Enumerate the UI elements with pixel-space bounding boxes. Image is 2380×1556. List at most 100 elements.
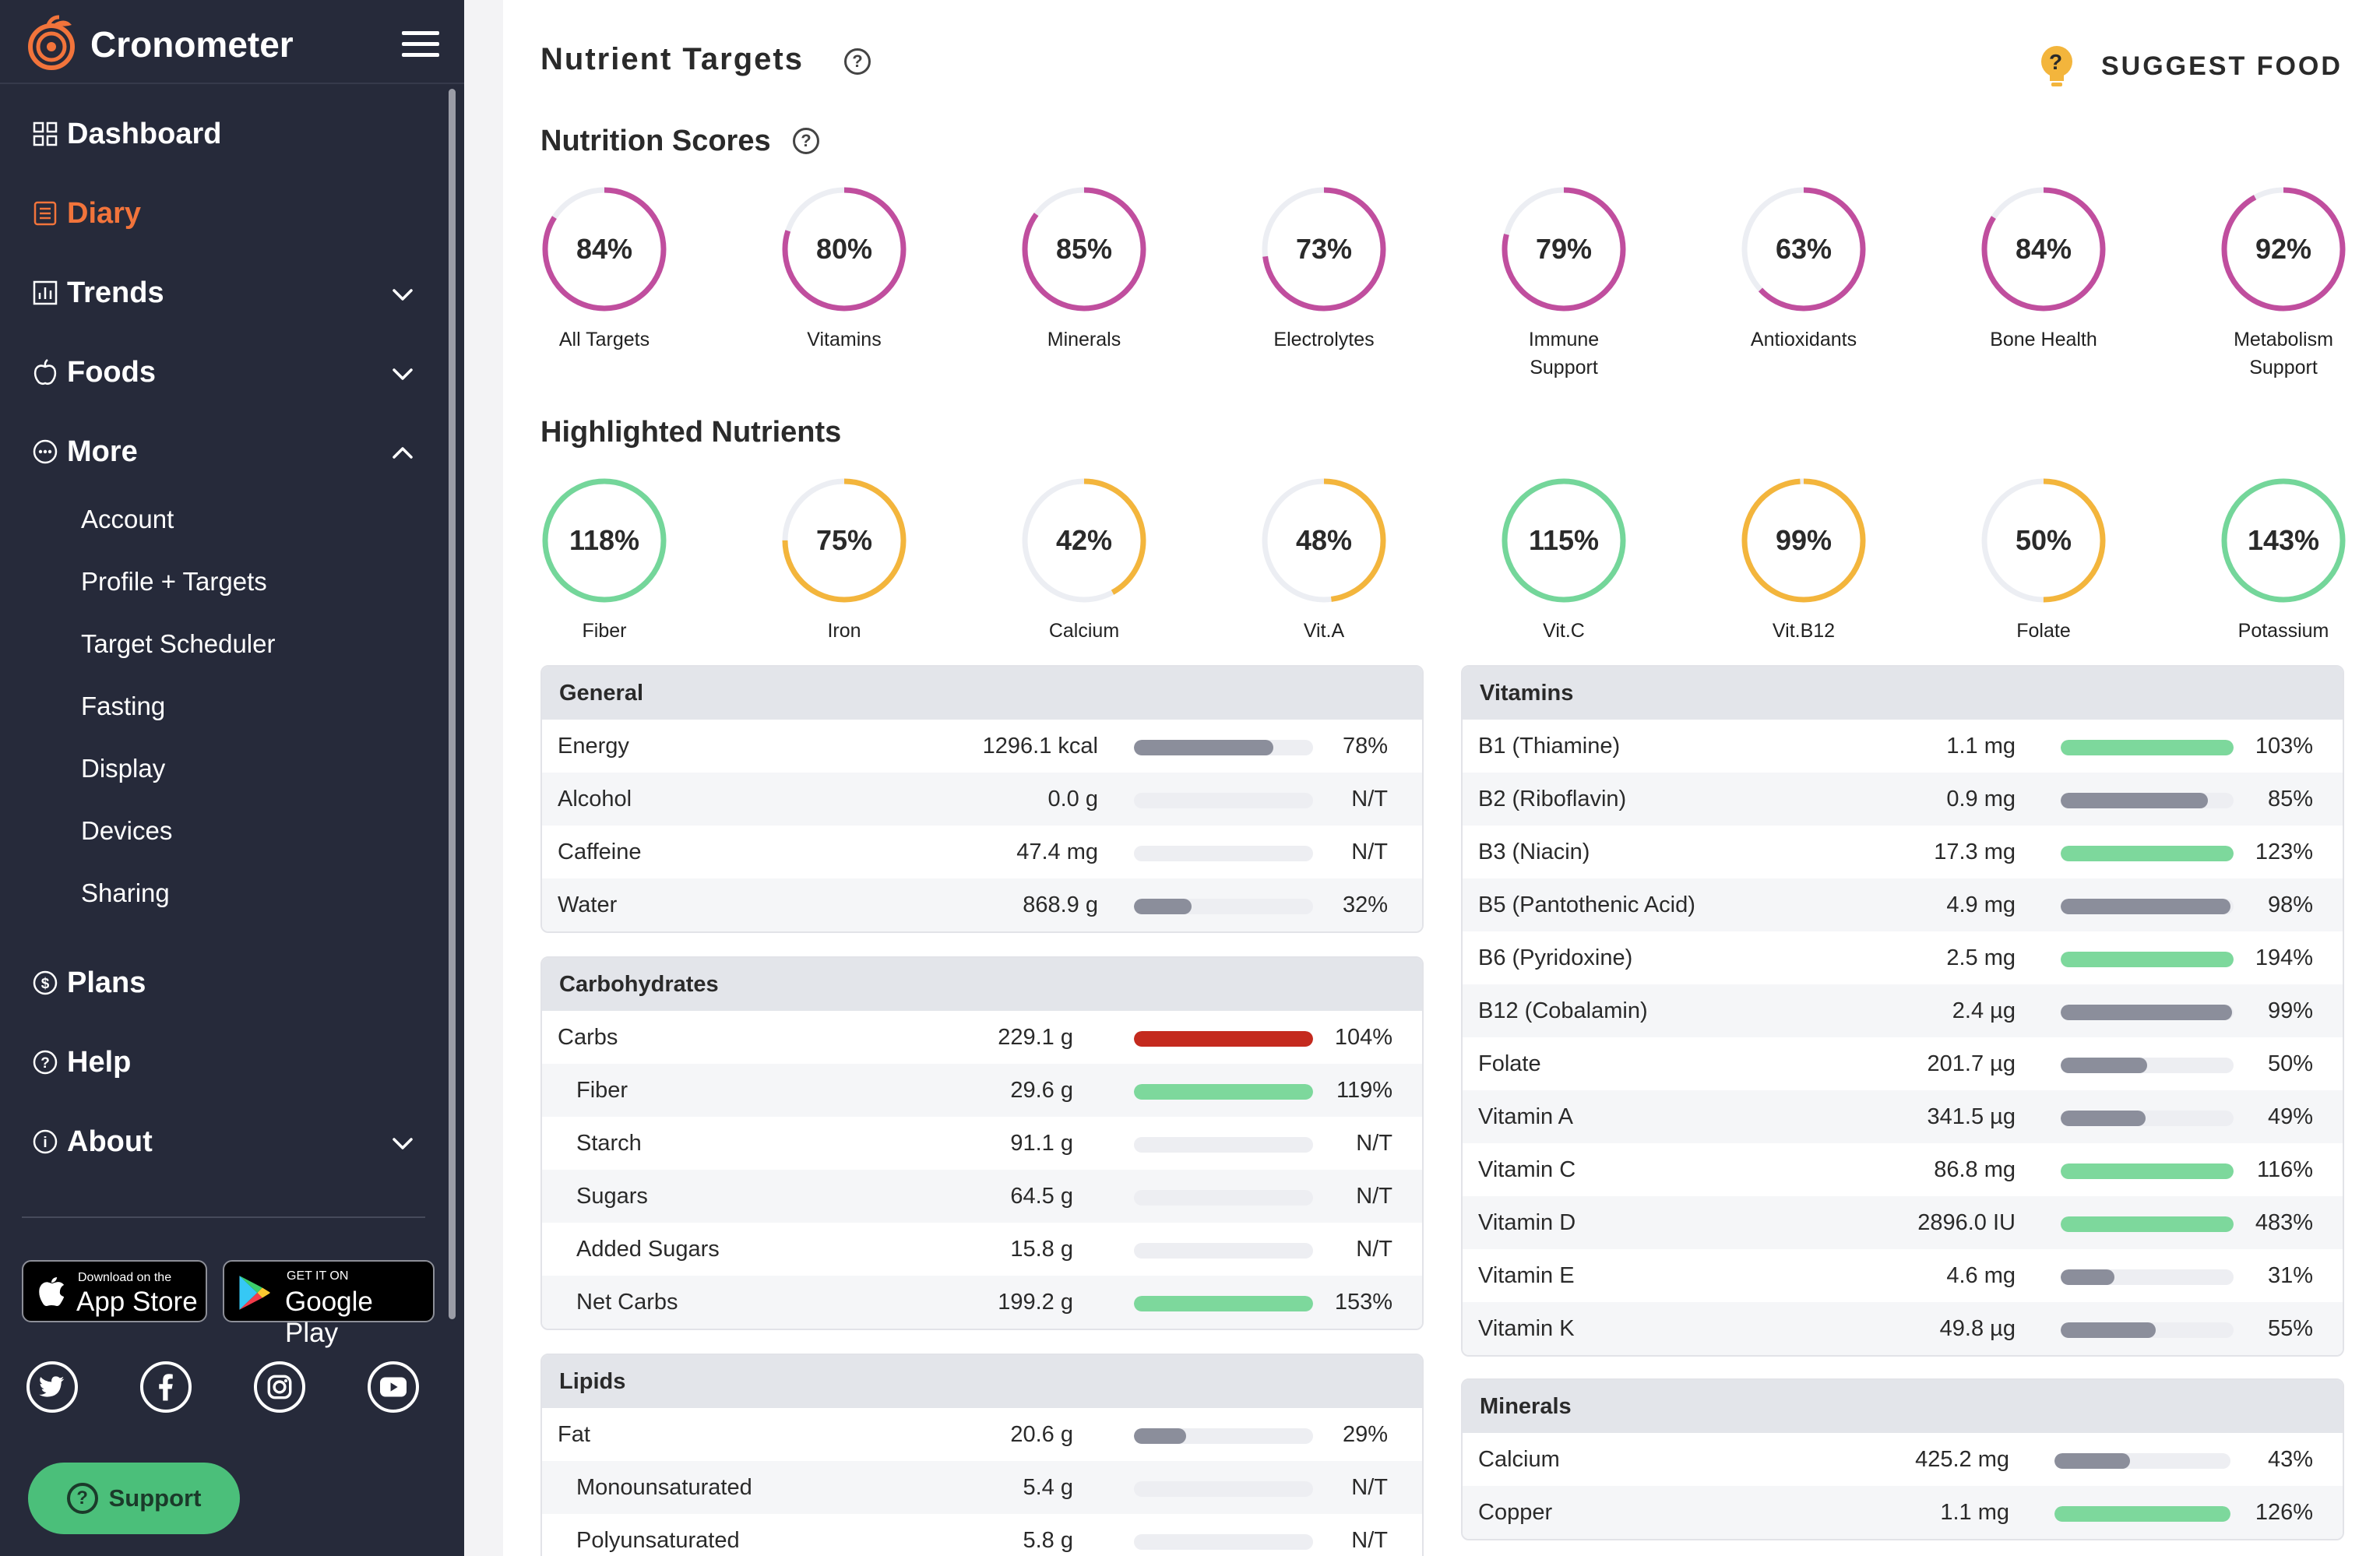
nav-item-help[interactable]: ? Help xyxy=(31,1039,421,1086)
nutrient-fiber-label: Fiber xyxy=(582,620,627,642)
score-vitamins-ring[interactable]: 80% xyxy=(780,185,908,313)
nutrient-row[interactable]: Vitamin C 86.8 mg 116% xyxy=(1463,1143,2343,1196)
nutrient-row[interactable]: Fiber 29.6 g 119% xyxy=(542,1064,1422,1117)
nutrient-calcium-ring[interactable]: 42% xyxy=(1020,477,1148,604)
nutrient-row[interactable]: B3 (Niacin) 17.3 mg 123% xyxy=(1463,826,2343,878)
nutrient-vit-c-ring[interactable]: 115% xyxy=(1500,477,1628,604)
vitamins-card: Vitamins B1 (Thiamine) 1.1 mg 103% B2 (Ribof… xyxy=(1461,665,2344,1357)
nutrient-row[interactable]: B1 (Thiamine) 1.1 mg 103% xyxy=(1463,720,2343,773)
support-button[interactable]: ? Support xyxy=(28,1463,240,1534)
instagram-icon[interactable] xyxy=(254,1361,305,1413)
more-item-sharing[interactable]: Sharing xyxy=(81,878,170,907)
nutrient-vit-b12-ring[interactable]: 99% xyxy=(1740,477,1868,604)
ring-percent: 80% xyxy=(815,233,873,265)
nutrient-row[interactable]: Folate 201.7 µg 50% xyxy=(1463,1037,2343,1090)
nutrient-row[interactable]: Sugars 64.5 g N/T xyxy=(542,1170,1422,1223)
chevron-up-icon[interactable] xyxy=(391,439,414,463)
more-item-account[interactable]: Account xyxy=(81,505,174,533)
nutrient-row[interactable]: Vitamin K 49.8 µg 55% xyxy=(1463,1302,2343,1355)
more-item-fasting[interactable]: Fasting xyxy=(81,692,166,720)
nav-item-dashboard[interactable]: Dashboard xyxy=(31,111,421,157)
nutrient-potassium-label: Potassium xyxy=(2237,620,2329,642)
youtube-icon[interactable] xyxy=(368,1361,419,1413)
nutrient-row[interactable]: Energy 1296.1 kcal 78% xyxy=(542,720,1422,773)
nutrient-progress-bar xyxy=(1134,1137,1313,1153)
nutrient-row[interactable]: Fat 20.6 g 29% xyxy=(542,1408,1422,1461)
nav-item-label: Foods xyxy=(67,355,156,389)
app-store-button[interactable]: Download on the App Store xyxy=(22,1260,207,1322)
nutrient-row[interactable]: Caffeine 47.4 mg N/T xyxy=(542,826,1422,878)
progress-ring-icon xyxy=(1262,478,1386,603)
chevron-down-icon[interactable] xyxy=(391,280,414,304)
more-item-display[interactable]: Display xyxy=(81,754,166,783)
nutrient-row[interactable]: B6 (Pyridoxine) 2.5 mg 194% xyxy=(1463,931,2343,984)
nutrient-row[interactable]: B12 (Cobalamin) 2.4 µg 99% xyxy=(1463,984,2343,1037)
nutrient-amount: 2.5 mg xyxy=(1946,945,2016,970)
nutrient-percent: 126% xyxy=(2255,1500,2313,1525)
nutrient-fiber-ring[interactable]: 118% xyxy=(540,477,668,604)
nav-item-foods[interactable]: Foods xyxy=(31,349,421,396)
nutrient-vit-b12-label: Vit.B12 xyxy=(1772,620,1836,642)
google-play-button[interactable]: GET IT ON Google Play xyxy=(223,1260,435,1348)
nutrient-folate-ring[interactable]: 50% xyxy=(1980,477,2107,604)
nutrient-percent: N/T xyxy=(1351,840,1388,864)
nav-item-plans[interactable]: $ Plans xyxy=(31,959,421,1006)
progress-ring-icon xyxy=(1022,187,1146,312)
nutrient-row[interactable]: Calcium 425.2 mg 43% xyxy=(1463,1433,2343,1486)
score-immune-support-ring[interactable]: 79% xyxy=(1500,185,1628,313)
cronometer-logo-icon[interactable] xyxy=(25,14,81,70)
nutrient-row[interactable]: Polyunsaturated 5.8 g N/T xyxy=(542,1514,1422,1556)
more-item-target-scheduler[interactable]: Target Scheduler xyxy=(81,629,276,658)
nutrient-name: Added Sugars xyxy=(576,1237,720,1262)
nutrient-row[interactable]: Copper 1.1 mg 126% xyxy=(1463,1486,2343,1539)
nutrient-row[interactable]: Alcohol 0.0 g N/T xyxy=(542,773,1422,826)
nutrient-iron-ring[interactable]: 75% xyxy=(780,477,908,604)
nav-item-diary[interactable]: Diary xyxy=(31,190,421,237)
nutrient-row[interactable]: B2 (Riboflavin) 0.9 mg 85% xyxy=(1463,773,2343,826)
nav-item-about[interactable]: i About xyxy=(31,1118,421,1165)
facebook-icon[interactable] xyxy=(140,1361,192,1413)
suggest-food-button[interactable]: ? SUGGEST FOOD xyxy=(2039,45,2343,87)
nutrient-name: Sugars xyxy=(576,1184,648,1209)
nutrient-row[interactable]: Vitamin E 4.6 mg 31% xyxy=(1463,1249,2343,1302)
nutrient-name: B6 (Pyridoxine) xyxy=(1478,945,1633,970)
nutrient-vit-a-ring[interactable]: 48% xyxy=(1260,477,1388,604)
nutrient-potassium-ring[interactable]: 143% xyxy=(2220,477,2347,604)
scores-help-icon[interactable]: ? xyxy=(793,128,819,154)
score-minerals-ring[interactable]: 85% xyxy=(1020,185,1148,313)
score-antioxidants-ring[interactable]: 63% xyxy=(1740,185,1868,313)
more-item-devices[interactable]: Devices xyxy=(81,816,173,845)
ring-progress-arc xyxy=(1741,187,1866,312)
nutrient-row[interactable]: Added Sugars 15.8 g N/T xyxy=(542,1223,1422,1276)
sidebar-scrollbar[interactable] xyxy=(449,89,456,1319)
nutrient-folate-label: Folate xyxy=(2016,620,2071,642)
nutrient-progress-fill xyxy=(1134,1428,1186,1444)
score-metabolism-support-ring[interactable]: 92% xyxy=(2220,185,2347,313)
menu-toggle-icon[interactable] xyxy=(402,31,439,58)
score-all-targets-ring[interactable]: 84% xyxy=(540,185,668,313)
title-help-icon[interactable]: ? xyxy=(844,48,871,75)
app-name[interactable]: Cronometer xyxy=(90,24,294,65)
more-item-profile-targets[interactable]: Profile + Targets xyxy=(81,567,267,596)
nutrient-name: Monounsaturated xyxy=(576,1475,752,1500)
nutrient-row[interactable]: Starch 91.1 g N/T xyxy=(542,1117,1422,1170)
nutrient-row[interactable]: Net Carbs 199.2 g 153% xyxy=(542,1276,1422,1329)
chevron-down-icon[interactable] xyxy=(391,360,414,383)
nav-item-trends[interactable]: Trends xyxy=(31,269,421,316)
nutrient-row[interactable]: Vitamin D 2896.0 IU 483% xyxy=(1463,1196,2343,1249)
score-bone-health-ring[interactable]: 84% xyxy=(1980,185,2107,313)
nutrient-row[interactable]: Carbs 229.1 g 104% xyxy=(542,1011,1422,1064)
nav-item-more[interactable]: More xyxy=(31,428,421,475)
nutrient-row[interactable]: Monounsaturated 5.4 g N/T xyxy=(542,1461,1422,1514)
nutrient-row[interactable]: B5 (Pantothenic Acid) 4.9 mg 98% xyxy=(1463,878,2343,931)
twitter-icon[interactable] xyxy=(26,1361,78,1413)
nutrient-progress-bar xyxy=(2061,1058,2234,1073)
nutrient-amount: 17.3 mg xyxy=(1934,840,2016,864)
svg-text:$: $ xyxy=(41,976,50,992)
nutrient-progress-fill xyxy=(2061,1163,2234,1179)
nutrient-row[interactable]: Vitamin A 341.5 µg 49% xyxy=(1463,1090,2343,1143)
score-electrolytes-ring[interactable]: 73% xyxy=(1260,185,1388,313)
ring-progress-arc xyxy=(1741,478,1866,603)
chevron-down-icon[interactable] xyxy=(391,1129,414,1153)
nutrient-row[interactable]: Water 868.9 g 32% xyxy=(542,878,1422,931)
